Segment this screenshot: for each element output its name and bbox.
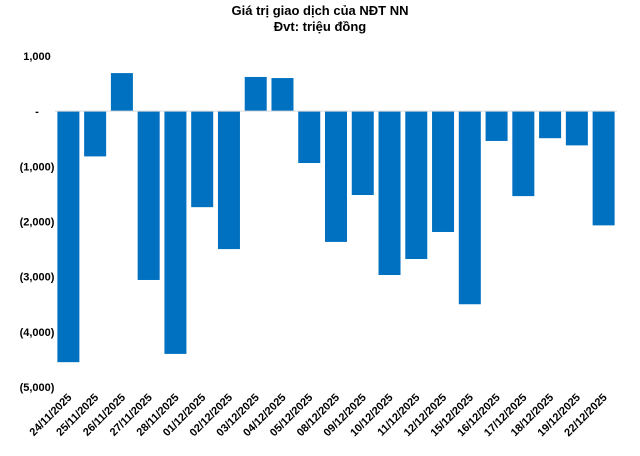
bar: [512, 111, 535, 197]
bar: [325, 111, 347, 242]
bar: [84, 111, 107, 157]
bar: [57, 111, 80, 363]
bar: [137, 111, 160, 280]
bar: [164, 111, 187, 354]
bar: [298, 111, 321, 164]
chart-subtitle: Đvt: triệu đồng: [274, 19, 366, 34]
y-tick-label: (5,000): [20, 382, 55, 394]
y-tick-label: (2,000): [20, 217, 55, 229]
bar: [458, 111, 481, 305]
y-tick-label: (1,000): [20, 161, 55, 173]
bar: [351, 111, 374, 196]
bar: [432, 111, 455, 232]
bar: [565, 111, 588, 146]
bar: [539, 111, 562, 139]
y-tick-label: (4,000): [20, 327, 55, 339]
bar: [592, 111, 615, 226]
y-tick-label: -: [35, 106, 39, 118]
y-tick-label: (3,000): [20, 272, 55, 284]
bar: [110, 73, 133, 112]
chart-title: Giá trị giao dịch của NĐT NN: [232, 3, 409, 18]
y-tick-label: 1,000: [23, 51, 51, 63]
bar: [378, 111, 401, 276]
bar: [405, 111, 428, 260]
bar: [485, 111, 508, 141]
bar: [191, 111, 214, 208]
bar: [244, 76, 267, 112]
bar: [217, 111, 240, 250]
bar: [271, 78, 294, 112]
